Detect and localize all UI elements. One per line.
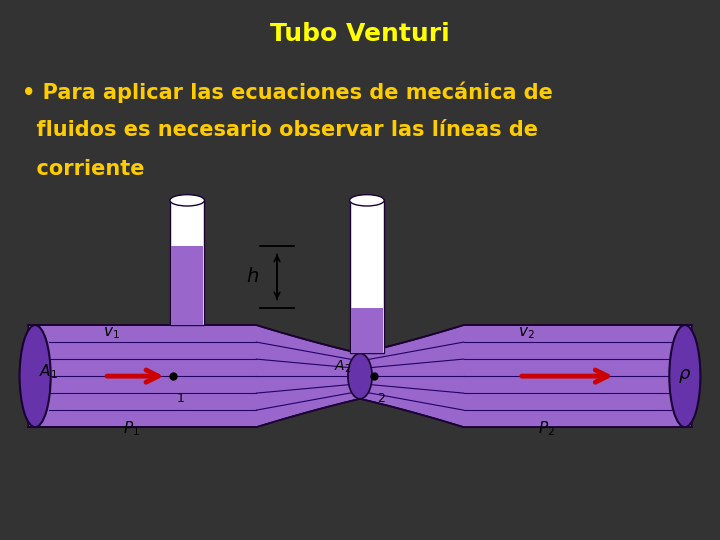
Text: $v_1$: $v_1$ <box>103 326 120 341</box>
Text: 2: 2 <box>377 392 384 404</box>
Bar <box>171 246 204 325</box>
Text: $A_1$: $A_1$ <box>40 362 58 381</box>
Ellipse shape <box>19 325 50 427</box>
Text: Tubo Venturi: Tubo Venturi <box>270 22 450 46</box>
Bar <box>170 200 204 325</box>
Ellipse shape <box>670 325 701 427</box>
Text: $\rho$: $\rho$ <box>678 367 691 385</box>
Text: $v_2$: $v_2$ <box>518 326 534 341</box>
Text: corriente: corriente <box>22 159 144 179</box>
Text: $P_1$: $P_1$ <box>123 419 140 437</box>
Text: • Para aplicar las ecuaciones de mecánica de: • Para aplicar las ecuaciones de mecánic… <box>22 81 552 103</box>
Text: $P_2$: $P_2$ <box>538 419 555 437</box>
Text: 1: 1 <box>176 392 184 404</box>
Text: $h$: $h$ <box>246 267 259 286</box>
Ellipse shape <box>348 353 372 399</box>
Bar <box>351 308 383 353</box>
Ellipse shape <box>170 194 204 206</box>
Text: $A_2$: $A_2$ <box>334 359 351 375</box>
Ellipse shape <box>350 194 384 206</box>
Polygon shape <box>28 325 692 427</box>
Bar <box>350 200 384 353</box>
Text: fluidos es necesario observar las líneas de: fluidos es necesario observar las líneas… <box>22 120 538 140</box>
